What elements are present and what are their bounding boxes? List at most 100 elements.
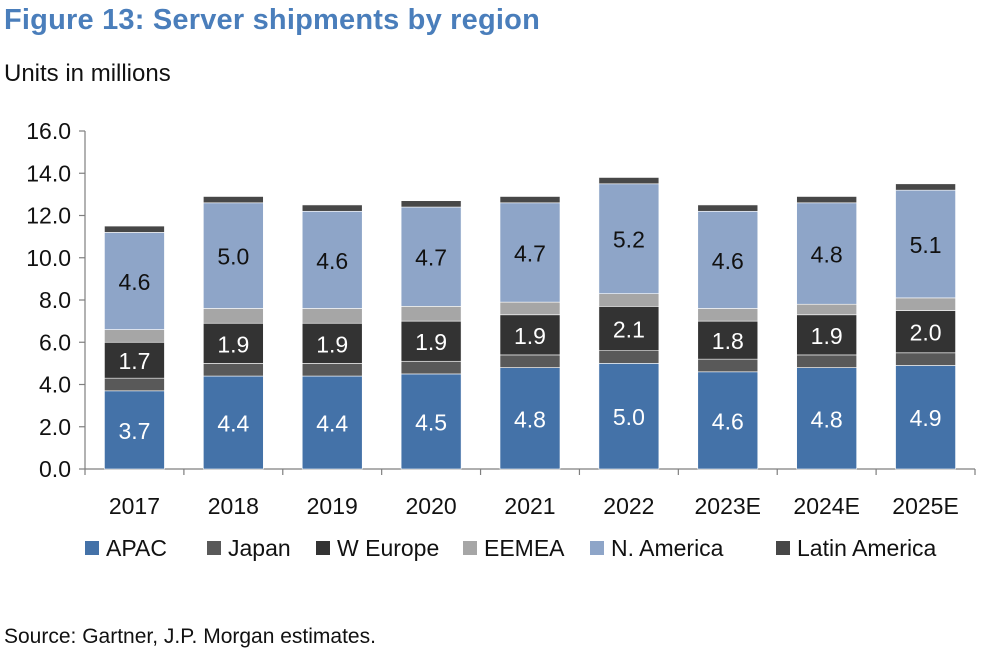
y-tick-label: 4.0	[39, 372, 71, 398]
x-tick-label: 2025E	[892, 493, 959, 519]
data-label: 4.4	[217, 411, 249, 437]
bar-segment-apac	[499, 367, 561, 470]
x-tick-label: 2021	[504, 493, 555, 519]
data-label: 1.9	[415, 329, 447, 355]
bar-segment-w-europe	[104, 341, 165, 379]
bar-segment-n-america	[301, 210, 363, 309]
data-label: 4.4	[316, 411, 348, 437]
data-label: 4.7	[514, 240, 546, 266]
y-tick-label: 6.0	[39, 329, 71, 355]
bar-segment-w-europe	[203, 322, 264, 364]
bar-segment-eemea	[796, 303, 857, 316]
bar-segment-latin-america	[301, 204, 363, 212]
x-tick-label: 2020	[406, 493, 457, 519]
bar-segment-apac	[796, 367, 857, 470]
legend-label: EEMEA	[484, 535, 565, 561]
bar-segment-w-europe	[400, 320, 462, 362]
bar-segment-w-europe	[598, 306, 660, 351]
y-tick-label: 16.0	[26, 118, 71, 144]
data-label: 5.2	[613, 227, 645, 253]
data-label: 1.9	[217, 331, 249, 357]
bar-segment-w-europe	[697, 320, 759, 360]
legend-label: W Europe	[337, 535, 439, 561]
y-tick-label: 10.0	[26, 245, 71, 271]
x-tick-label: 2023E	[695, 493, 762, 519]
bar-segment-japan	[203, 363, 264, 377]
bar-segment-japan	[400, 360, 462, 375]
bar-segment-latin-america	[697, 204, 759, 212]
bar-segment-n-america	[697, 210, 759, 309]
bar-segment-japan	[697, 358, 759, 373]
bar-segment-w-europe	[796, 314, 857, 356]
data-label: 4.8	[811, 242, 843, 268]
data-label: 1.8	[712, 328, 744, 354]
bar-segment-eemea	[598, 293, 660, 307]
x-tick-label: 2018	[208, 493, 259, 519]
y-tick-label: 2.0	[39, 414, 71, 440]
bar-segment-n-america	[400, 206, 462, 307]
y-tick-label: 12.0	[26, 203, 71, 229]
y-tick-label: 8.0	[39, 287, 71, 313]
bar-segment-apac	[104, 390, 165, 470]
bar-segment-apac	[598, 363, 660, 470]
data-label: 1.9	[514, 323, 546, 349]
bar-segment-latin-america	[104, 225, 165, 233]
data-label: 5.1	[910, 232, 942, 258]
data-label: 4.8	[514, 406, 546, 432]
data-label: 4.8	[811, 406, 843, 432]
bar-segment-japan	[895, 352, 956, 366]
bar-segment-w-europe	[499, 314, 561, 356]
legend-label: APAC	[106, 535, 167, 561]
bar-segment-apac	[400, 373, 462, 470]
bar-segment-w-europe	[895, 310, 956, 354]
data-label: 3.7	[118, 418, 150, 444]
legend-label: Latin America	[797, 535, 937, 561]
data-label: 4.9	[910, 405, 942, 431]
bar-segment-eemea	[400, 306, 462, 322]
legend-swatch	[316, 541, 330, 555]
bar-segment-eemea	[697, 308, 759, 322]
legend-swatch	[776, 541, 790, 555]
data-label: 1.7	[118, 348, 150, 374]
bar-segment-eemea	[895, 297, 956, 311]
bar-segment-apac	[301, 375, 363, 470]
x-tick-label: 2019	[307, 493, 358, 519]
chart-title: Figure 13: Server shipments by region	[4, 4, 540, 36]
y-tick-label: 0.0	[39, 456, 71, 482]
chart-subtitle: Units in millions	[4, 60, 171, 87]
bar-segment-japan	[796, 354, 857, 368]
bar-segment-n-america	[203, 202, 264, 309]
bar-segment-n-america	[598, 183, 660, 294]
legend-swatch	[85, 541, 99, 555]
data-label: 4.6	[712, 408, 744, 434]
bar-segment-eemea	[301, 308, 363, 324]
bar-segment-latin-america	[203, 196, 264, 204]
bar-segment-apac	[895, 365, 956, 470]
source-note: Source: Gartner, J.P. Morgan estimates.	[4, 625, 376, 648]
data-label: 5.0	[613, 404, 645, 430]
x-tick-label: 2024E	[793, 493, 860, 519]
data-label: 5.0	[217, 244, 249, 270]
bar-segment-w-europe	[301, 322, 363, 364]
bar-segment-n-america	[104, 232, 165, 330]
bar-segment-japan	[301, 363, 363, 377]
bar-segment-n-america	[796, 202, 857, 305]
bar-segment-japan	[598, 350, 660, 364]
bar-segment-n-america	[499, 202, 561, 303]
data-label: 1.9	[316, 331, 348, 357]
legend-swatch	[207, 541, 221, 555]
data-label: 4.7	[415, 245, 447, 271]
bar-segment-eemea	[203, 308, 264, 324]
x-tick-label: 2017	[109, 493, 160, 519]
y-tick-label: 14.0	[26, 160, 71, 186]
x-tick-label: 2022	[603, 493, 654, 519]
bar-segment-japan	[104, 377, 165, 392]
bar-segment-latin-america	[895, 183, 956, 191]
bar-segment-latin-america	[598, 177, 660, 185]
data-label: 4.6	[118, 269, 150, 295]
legend-label: N. America	[611, 535, 724, 561]
legend-swatch	[590, 541, 604, 555]
bar-segment-apac	[697, 371, 759, 470]
data-label: 1.9	[811, 323, 843, 349]
data-label: 4.6	[712, 248, 744, 274]
